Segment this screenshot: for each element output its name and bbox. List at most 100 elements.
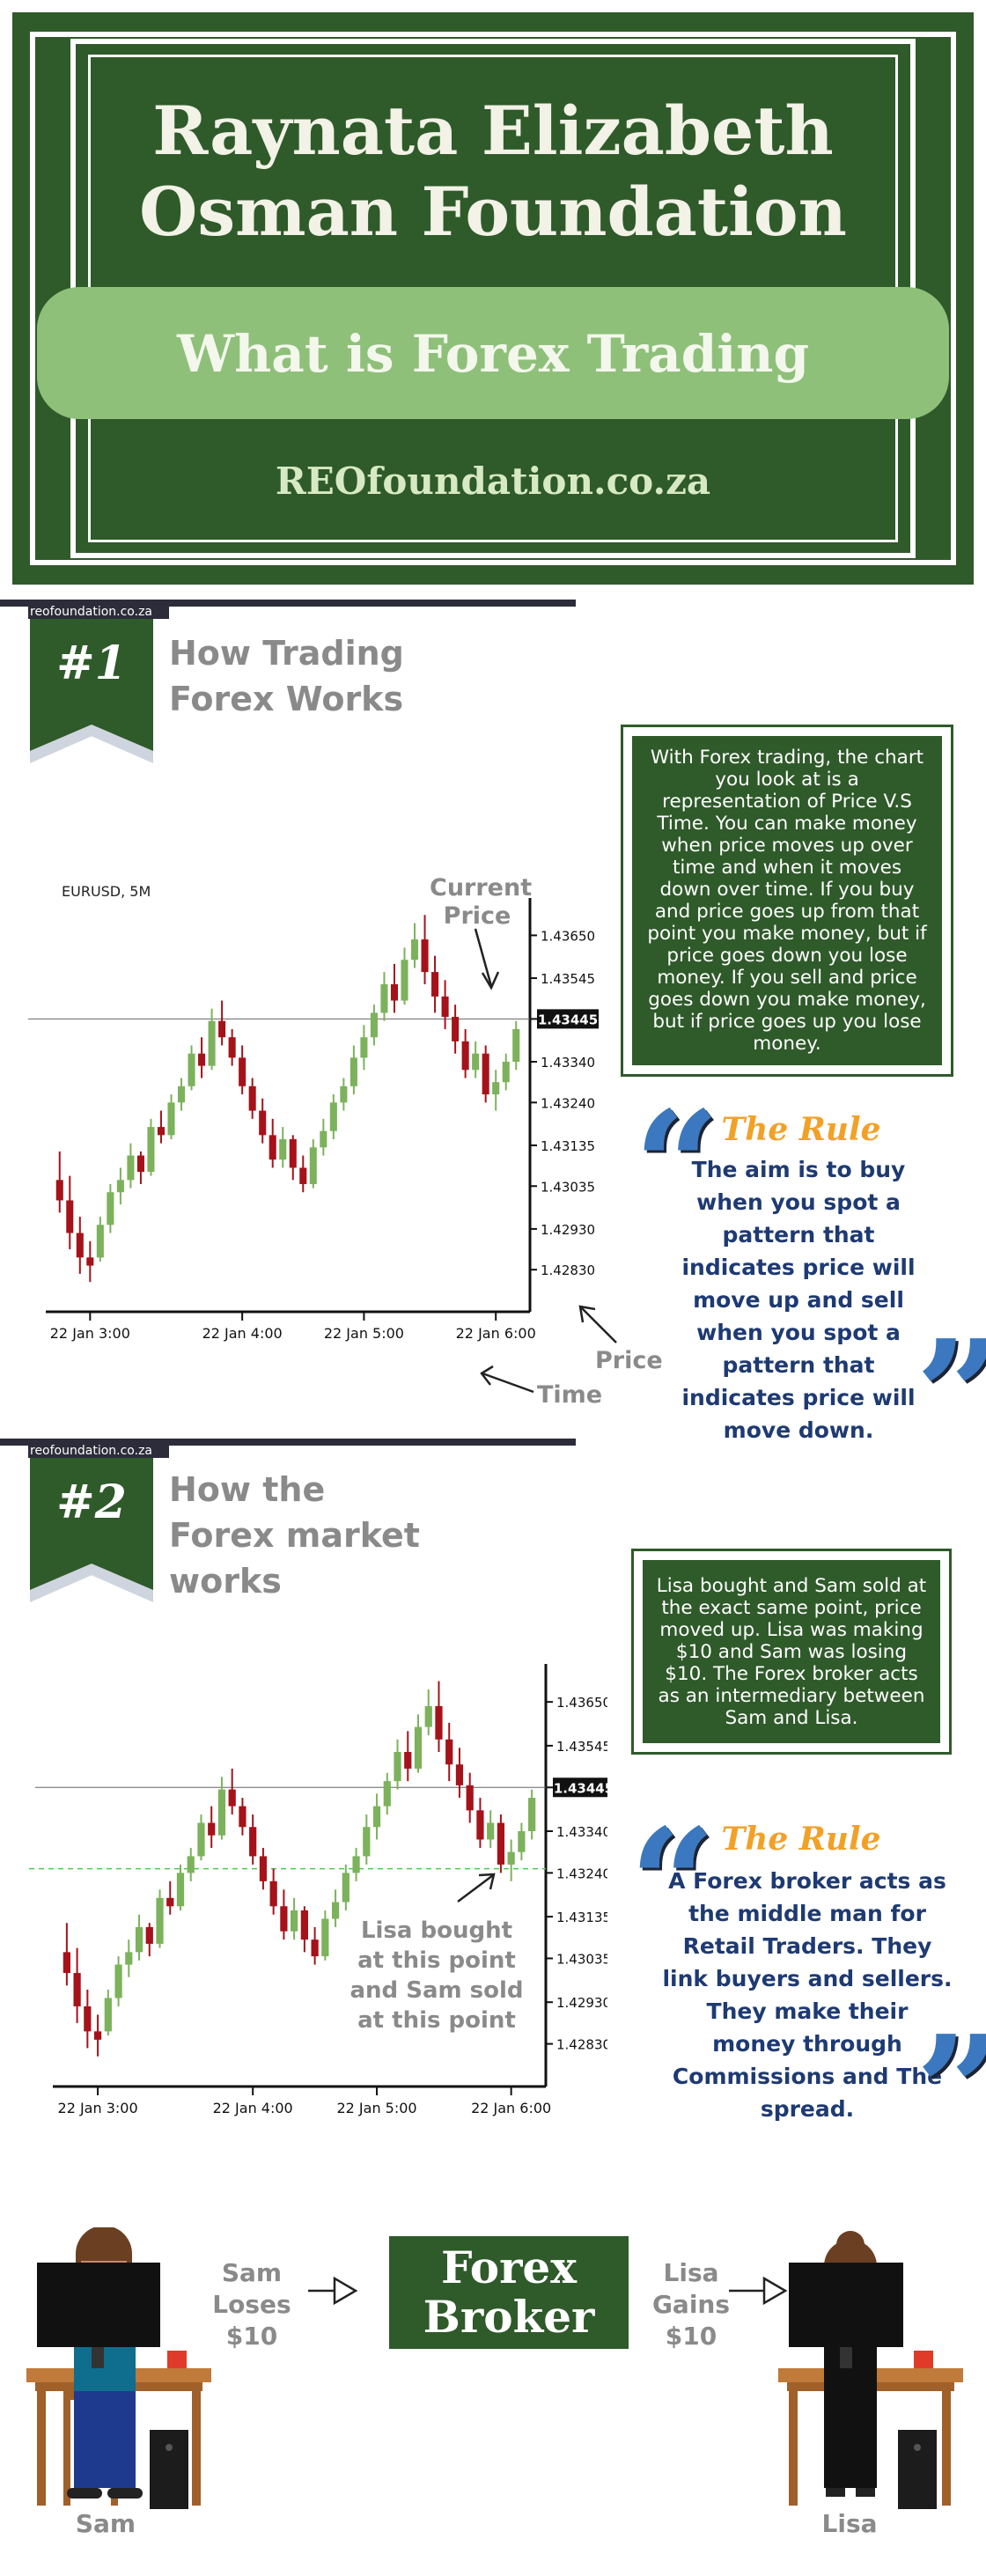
current-price-label: 1.43445 — [554, 1780, 607, 1796]
section2-rule-text: A Forex broker acts as the middle man fo… — [662, 1868, 953, 2122]
candle-body — [441, 996, 449, 1018]
sam-illustration — [26, 2227, 211, 2509]
candle-body — [127, 1155, 135, 1181]
y-tick-label: 1.43035 — [541, 1179, 595, 1195]
lisa-gains-label: Lisa Gains $10 — [651, 2258, 731, 2351]
chair-leg — [63, 2391, 70, 2506]
header-title-line2: Osman Foundation — [139, 173, 847, 251]
candle-body — [73, 1973, 81, 2006]
candle-body — [360, 1037, 368, 1058]
candle-body — [157, 1127, 166, 1136]
candle-body — [435, 1705, 443, 1740]
candle-body — [187, 1856, 195, 1873]
candle-body — [156, 1897, 164, 1944]
candle-body — [383, 1781, 391, 1807]
x-tick-label: 22 Jan 3:00 — [58, 2100, 138, 2116]
candle-body — [455, 1764, 464, 1785]
sam-loses-label: Sam Loses $10 — [212, 2258, 291, 2351]
monitor-stand — [840, 2347, 852, 2368]
candle-body — [492, 1082, 500, 1095]
section1-url-bar — [28, 607, 169, 619]
arrow-price — [580, 1306, 617, 1343]
forex-broker-box: Forex Broker — [389, 2236, 629, 2349]
tower-button — [914, 2444, 921, 2451]
candle-body — [259, 1856, 268, 1881]
candle-body — [198, 1053, 206, 1066]
y-tick-label: 1.43545 — [556, 1739, 607, 1755]
candle-body — [502, 1062, 510, 1083]
candle-body — [280, 1906, 288, 1932]
header-subtitle-band — [37, 287, 949, 419]
current-price-badge — [553, 1777, 614, 1798]
candle-body — [472, 1053, 480, 1071]
candle-body — [311, 1939, 319, 1957]
y-tick-label: 1.43340 — [556, 1824, 607, 1840]
y-tick-label: 1.43240 — [541, 1095, 595, 1111]
arrow-entry-point-head — [478, 1873, 496, 1890]
candle-body — [135, 1926, 143, 1953]
lisa-shoe — [856, 2488, 875, 2497]
candle-body — [114, 1964, 122, 1998]
candle-body — [299, 1167, 307, 1184]
candle-body — [445, 1739, 453, 1765]
y-tick-label: 1.43545 — [541, 971, 595, 987]
monitor-stand — [92, 2347, 104, 2368]
header-website: REOfoundation.co.za — [275, 460, 711, 503]
candle-body — [107, 1192, 114, 1225]
monitor-icon — [37, 2263, 160, 2347]
y-tick-label: 1.43135 — [541, 1138, 595, 1154]
candle-body — [147, 1127, 155, 1173]
candle-body — [208, 1020, 216, 1066]
candle-body — [239, 1806, 246, 1828]
y-tick-label: 1.43650 — [541, 928, 595, 944]
section1-number: #1 — [56, 637, 127, 690]
candle-body — [431, 972, 439, 997]
mug-icon — [914, 2351, 933, 2368]
x-tick-label: 22 Jan 4:00 — [213, 2100, 293, 2116]
sam-name: Sam — [75, 2509, 136, 2538]
arrow-current-price-head — [481, 971, 500, 990]
candle-body — [93, 2031, 102, 2040]
current-price-badge — [537, 1009, 599, 1029]
arrow-lisa-desk-head — [762, 2276, 788, 2306]
candle-body — [228, 1037, 236, 1058]
y-tick-label: 1.43135 — [556, 1910, 607, 1925]
candle-body — [497, 1822, 505, 1865]
candle-body — [289, 1139, 297, 1168]
y-tick-label: 1.42930 — [556, 1995, 607, 2011]
candle-body — [452, 1017, 460, 1041]
candle-body — [259, 1110, 267, 1136]
x-tick-label: 22 Jan 5:00 — [324, 1325, 404, 1342]
header-title-line1: Raynata Elizabeth — [152, 92, 834, 170]
candle-body — [372, 1806, 381, 1828]
candle-body — [96, 1225, 104, 1258]
candle-body — [394, 1752, 401, 1782]
candle-body — [86, 1257, 94, 1266]
computer-tower-icon — [898, 2430, 937, 2509]
candle-body — [104, 1998, 112, 2032]
candle-body — [466, 1785, 474, 1811]
candle-body — [352, 1856, 360, 1873]
section1-title: How Trading Forex Works — [169, 634, 404, 718]
candle-body — [197, 1822, 205, 1857]
section1-rule-text: The aim is to buy when you spot a patter… — [681, 1157, 916, 1443]
section1-url: reofoundation.co.za — [30, 605, 152, 619]
section1-ribbon: #1 — [30, 619, 153, 769]
x-tick-label: 22 Jan 3:00 — [50, 1325, 130, 1342]
section1-divider — [0, 600, 576, 607]
tower-button — [166, 2444, 173, 2451]
candle-body — [329, 1102, 337, 1131]
chart2-svg: 1.43650 1.43545 1.43445 1.43340 1.43240 1.431… — [0, 1664, 614, 2116]
candle-body — [269, 1880, 277, 1907]
candle-body — [363, 1827, 371, 1857]
sam-shoe — [67, 2488, 102, 2499]
annotation-time: Time — [537, 1381, 603, 1409]
y-tick-label: 1.43650 — [556, 1695, 607, 1711]
candle-body — [350, 1057, 357, 1086]
chart-eurusd-2: 1.43650 1.43545 1.43445 1.43340 1.43240 1.431… — [0, 1646, 614, 2175]
arrow-time-head — [480, 1365, 494, 1386]
candle-body — [482, 1053, 489, 1095]
desk-leg — [192, 2391, 201, 2506]
candle-body — [518, 1831, 526, 1852]
